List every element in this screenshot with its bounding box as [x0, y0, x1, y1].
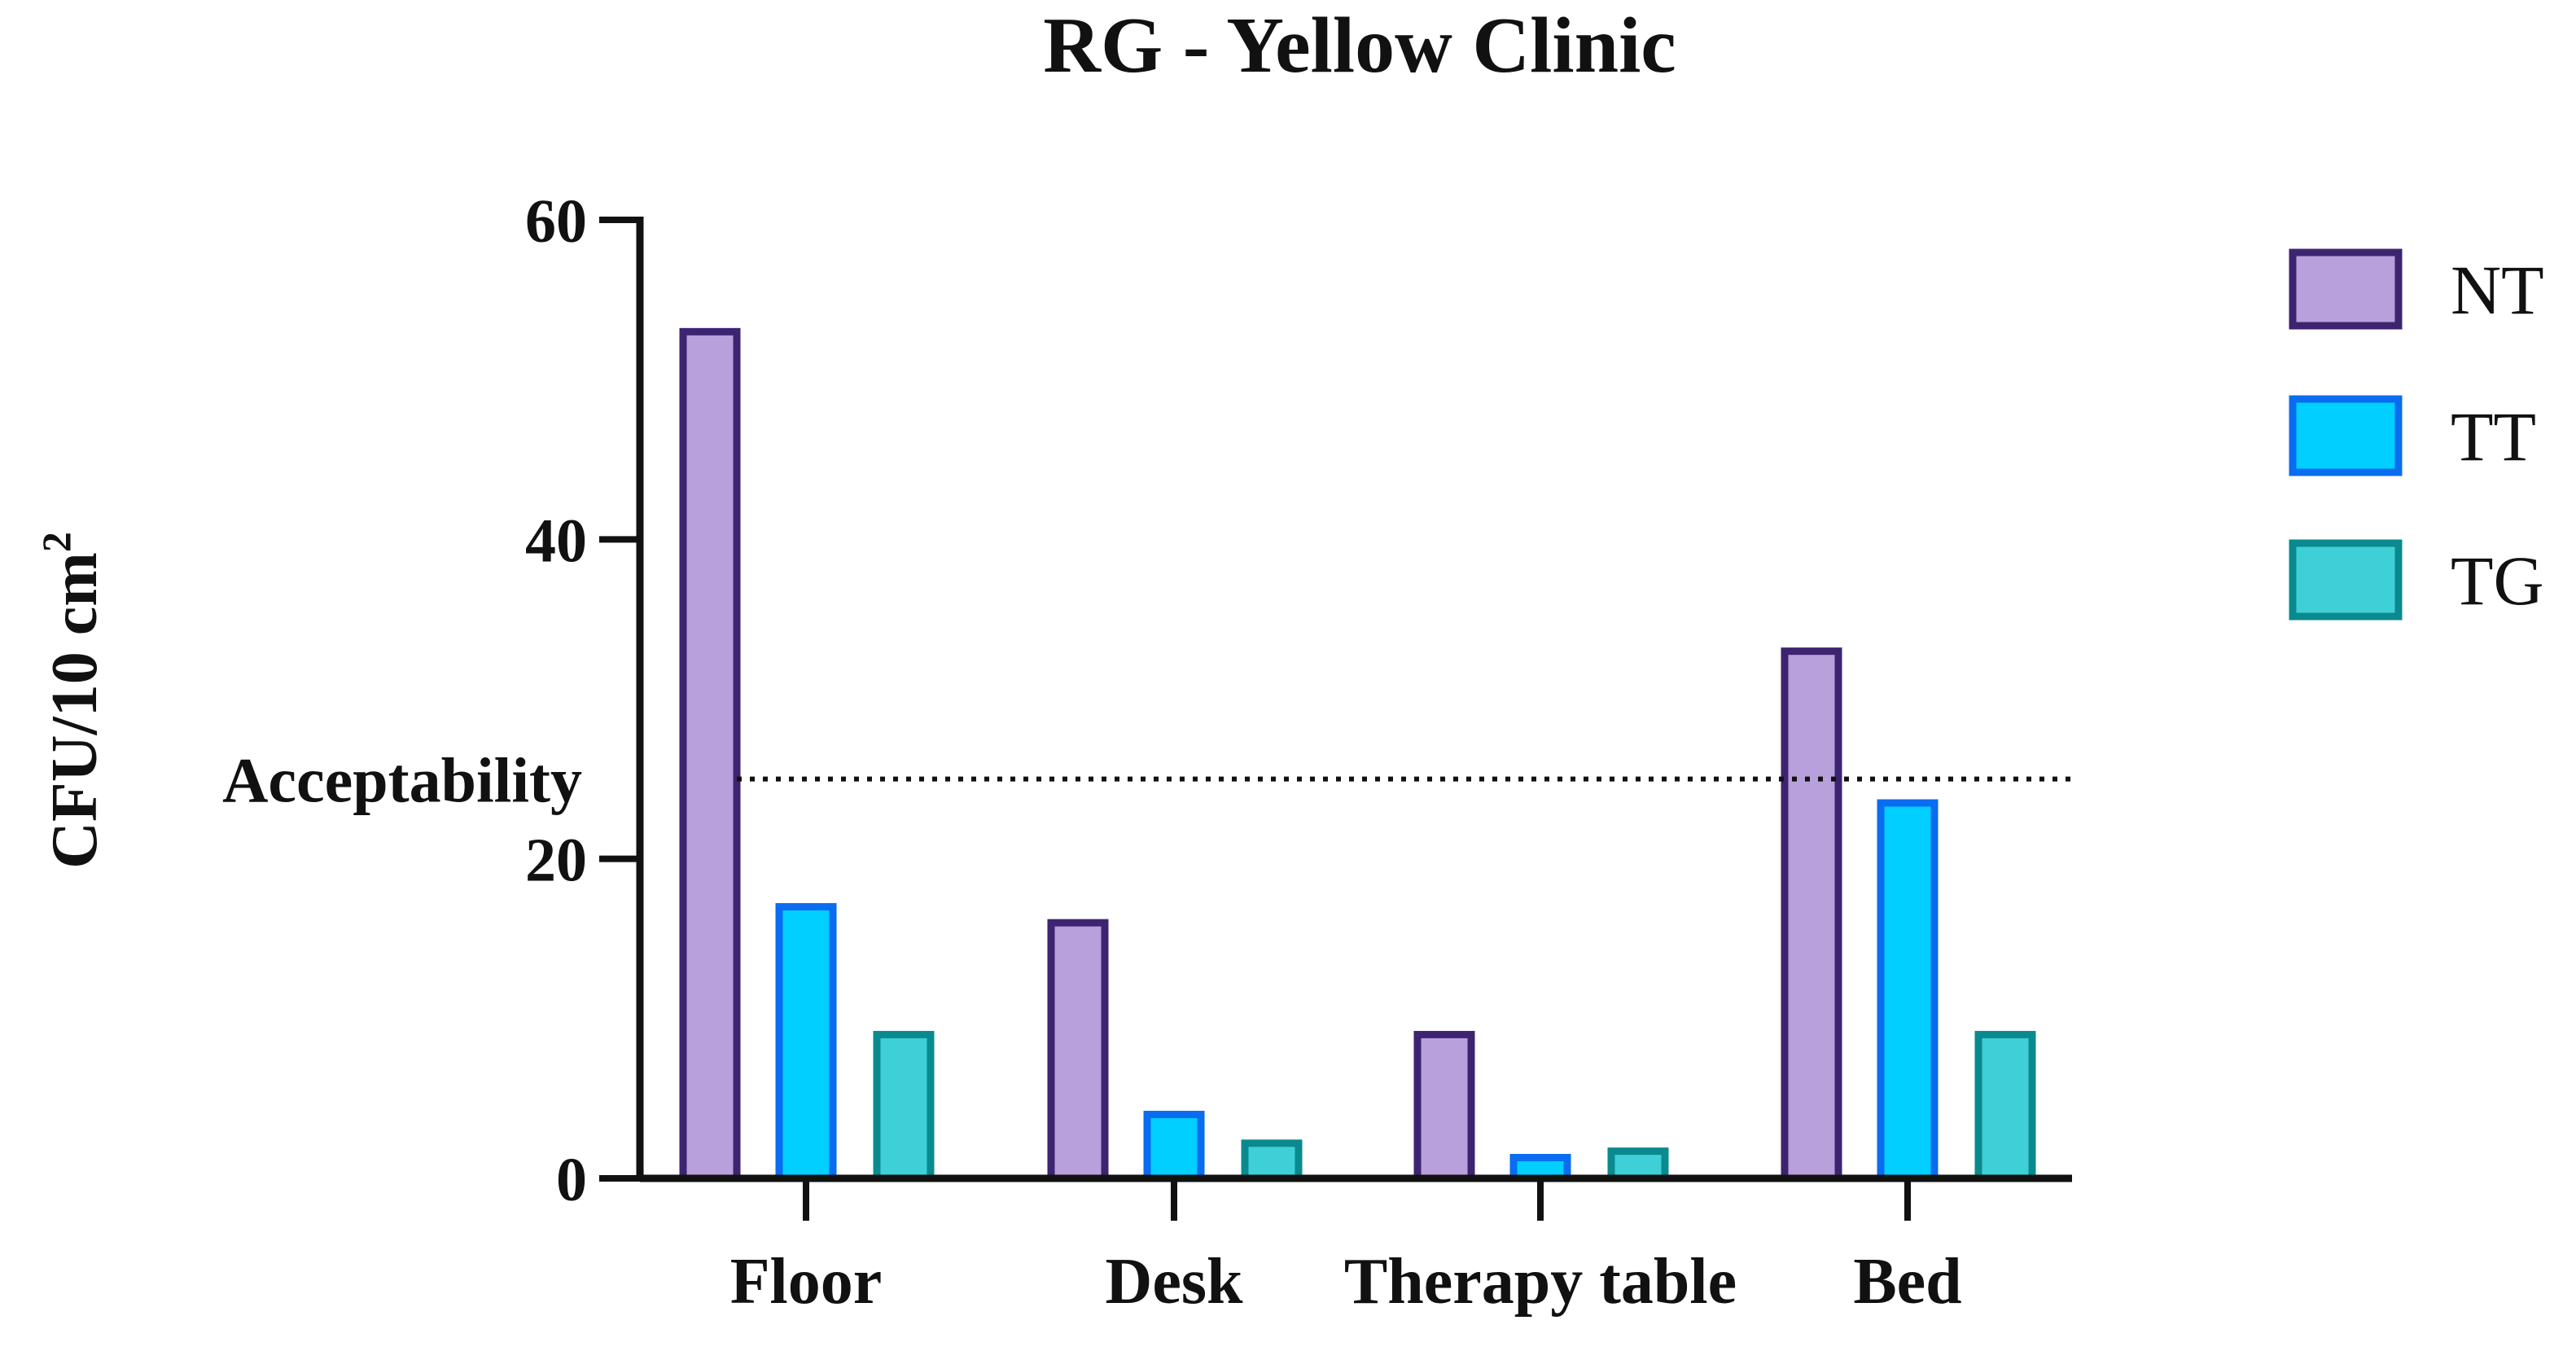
axes-layer: 0 20 40 60 Floor Desk Therapy table Bed: [525, 187, 2072, 1318]
legend-swatch-nt: [2289, 248, 2403, 330]
chart-title: RG - Yellow Clinic: [1043, 2, 1676, 90]
bar-tg-desk: [1241, 1139, 1303, 1182]
legend-label-nt: NT: [2451, 251, 2544, 329]
bar-nt-therapy-table: [1413, 1030, 1475, 1182]
legend-swatch-tt: [2289, 395, 2403, 476]
bar-nt-desk: [1047, 919, 1109, 1182]
bar-tt-bed: [1877, 799, 1939, 1182]
reference-line-group: Acceptability: [222, 745, 2072, 816]
bar-nt-floor: [679, 327, 741, 1182]
bar-tg-therapy-table: [1607, 1147, 1669, 1182]
bars-layer: [679, 327, 2036, 1182]
legend-swatch-tg: [2289, 539, 2403, 621]
legend: NT TT TG: [2289, 248, 2544, 621]
y-axis-label-text: CFU/10 cm: [39, 552, 111, 869]
x-tick-label-desk: Desk: [1106, 1246, 1243, 1318]
bar-tt-floor: [775, 903, 837, 1182]
y-tick-label-0: 0: [556, 1146, 587, 1214]
y-tick-label-40: 40: [525, 507, 587, 575]
y-axis-label-superscript: 2: [33, 532, 79, 552]
x-tick-label-bed: Bed: [1853, 1246, 1961, 1318]
acceptability-label: Acceptability: [222, 745, 582, 816]
bar-nt-bed: [1781, 647, 1842, 1182]
legend-label-tt: TT: [2451, 397, 2536, 476]
x-tick-label-floor: Floor: [730, 1246, 883, 1318]
x-tick-label-therapy-table: Therapy table: [1344, 1246, 1737, 1318]
y-axis-label: CFU/10 cm2: [33, 532, 111, 869]
legend-label-tg: TG: [2451, 542, 2544, 620]
bar-tg-floor: [873, 1030, 935, 1182]
y-tick-label-60: 60: [525, 187, 587, 256]
bar-tt-desk: [1143, 1111, 1205, 1182]
y-tick-label-20: 20: [525, 827, 587, 895]
bar-tg-bed: [1974, 1030, 2036, 1182]
